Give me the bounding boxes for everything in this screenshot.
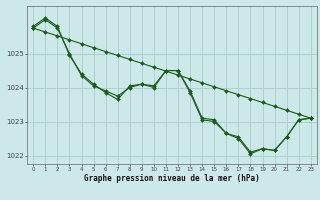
X-axis label: Graphe pression niveau de la mer (hPa): Graphe pression niveau de la mer (hPa) [84,174,260,183]
